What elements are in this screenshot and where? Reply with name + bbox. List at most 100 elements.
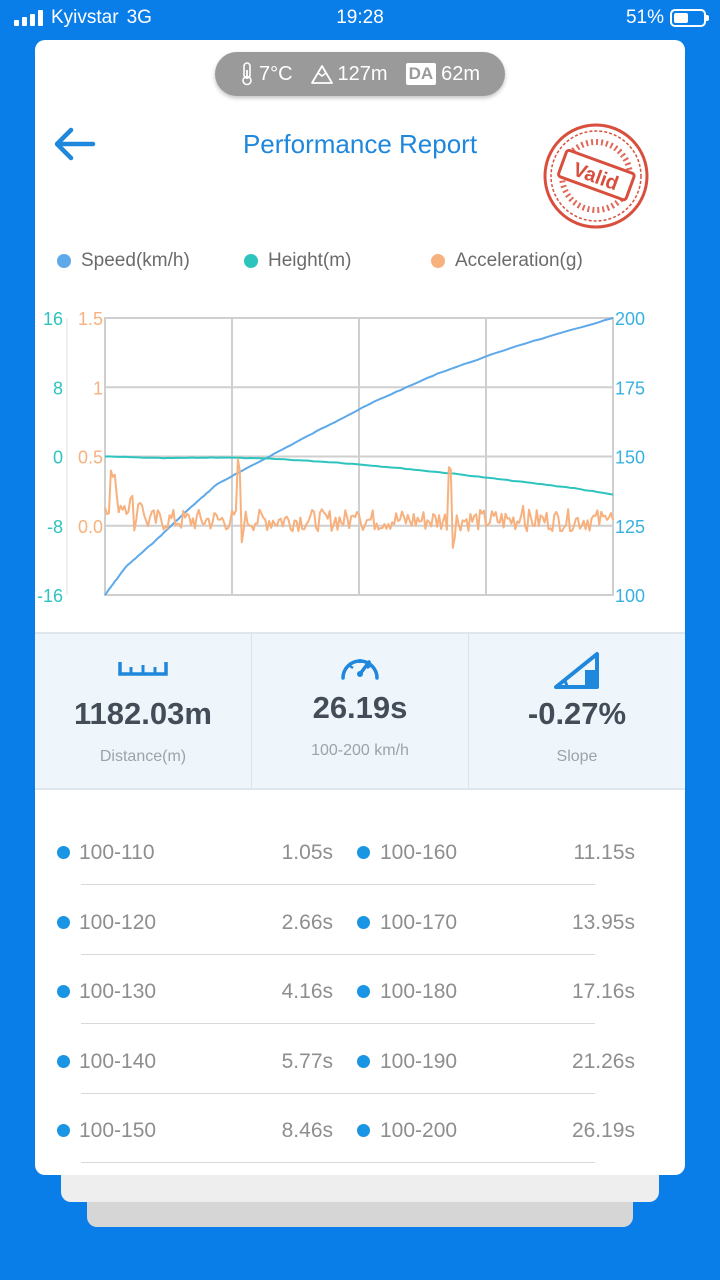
stats-panel: 1182.03m Distance(m) 26.19s 100-200 km/h…	[35, 632, 685, 790]
density-altitude-badge: DA	[405, 63, 437, 85]
bullet-icon	[357, 915, 370, 929]
bullet-icon	[57, 985, 70, 998]
split-row: 100-140 5.77s 100-190 21.26s	[35, 1019, 685, 1094]
altitude: 127m	[310, 62, 388, 86]
bullet-icon	[357, 985, 370, 998]
legend-dot	[57, 254, 71, 268]
split-range: 100-110	[79, 841, 155, 864]
status-bar: Kyivstar 3G 19:28 51%	[0, 0, 720, 36]
split-time: 13.95s	[571, 910, 635, 934]
tick-label-height_left: -8	[47, 517, 63, 537]
carrier-name: Kyivstar	[51, 7, 119, 28]
split-item: 100-140 5.77s	[35, 1019, 685, 1089]
legend-acceleration[interactable]: Acceleration(g)	[431, 250, 583, 272]
stat-label: Slope	[556, 748, 598, 765]
row-divider	[81, 1023, 595, 1024]
battery-percent: 51%	[625, 7, 664, 28]
stat-value: 26.19s	[312, 690, 408, 725]
row-divider	[81, 1162, 595, 1163]
bullet-icon	[57, 915, 70, 929]
bullet-icon	[57, 1124, 70, 1137]
series-line-2	[104, 458, 614, 549]
speedometer-icon	[341, 659, 379, 680]
bullet-icon	[57, 1054, 70, 1068]
mountain-icon	[310, 65, 333, 84]
legend-label: Height(m)	[268, 250, 352, 271]
split-range: 100-180	[380, 980, 458, 1003]
split-time: 17.16s	[571, 980, 635, 1003]
legend-dot	[431, 254, 445, 268]
stat-label: Distance(m)	[99, 748, 187, 765]
split-item: 100-190 21.26s	[35, 1019, 685, 1089]
row-divider	[81, 1092, 595, 1094]
split-time: 4.16s	[281, 980, 333, 1003]
split-range: 100-190	[380, 1049, 458, 1073]
density-altitude-value: 62m	[441, 62, 481, 85]
carrier-group: Kyivstar 3G	[14, 7, 152, 29]
split-item: 100-200 26.19s	[35, 1088, 685, 1158]
chart-axis-ticks: 16 8 0 -8 -16 1.5 1 0.5 0.0 200 175 150 125 100	[37, 309, 645, 602]
battery-icon	[670, 9, 709, 27]
split-row: 100-150 8.46s 100-200 26.19s	[35, 1088, 685, 1163]
split-range: 100-120	[79, 910, 157, 934]
chart-grid	[66, 317, 614, 596]
split-time: 11.15s	[573, 841, 636, 864]
split-item: 100-130 4.16s	[35, 949, 685, 1019]
split-time: 5.77s	[281, 1049, 333, 1073]
density-altitude: DA 62m	[405, 62, 481, 86]
bullet-icon	[357, 1054, 370, 1068]
split-time: 21.26s	[571, 1049, 635, 1073]
temperature: 7°C	[240, 62, 293, 86]
tick-label-height_left: -16	[37, 586, 63, 602]
signal-icon	[14, 10, 43, 26]
split-time: 1.05s	[281, 841, 333, 864]
performance-chart: 16 8 0 -8 -16 1.5 1 0.5 0.0 200 175 150 125 100	[37, 309, 645, 602]
bullet-icon	[357, 1124, 370, 1137]
altitude-value: 127m	[337, 62, 388, 85]
stat-time: 26.19s 100-200 km/h	[252, 634, 469, 788]
legend-dot	[244, 254, 258, 268]
split-item: 100-160 11.15s	[35, 810, 685, 880]
split-item: 100-180 17.16s	[35, 949, 685, 1019]
stat-distance: 1182.03m Distance(m)	[35, 634, 252, 788]
conditions-pill: 7°C 127m DA 62m	[215, 52, 505, 96]
split-row: 100-120 2.66s 100-170 13.95s	[35, 880, 685, 955]
split-item: 100-110 1.05s	[35, 810, 685, 880]
split-item: 100-170 13.95s	[35, 880, 685, 950]
bullet-icon	[357, 846, 370, 859]
battery-group: 51%	[625, 7, 709, 29]
stat-value: -0.27%	[527, 696, 627, 731]
split-range: 100-150	[79, 1119, 157, 1142]
tick-label-height_left: 8	[53, 378, 63, 398]
split-row: 100-110 1.05s 100-160 11.15s	[35, 810, 685, 885]
stat-value: 1182.03m	[74, 696, 212, 731]
chart-legend: Speed(km/h) Height(m) Acceleration(g)	[35, 250, 685, 276]
battery-fill	[674, 13, 689, 23]
bullet-icon	[57, 846, 70, 859]
clock: 19:28	[336, 7, 384, 28]
report-card: 7°C 127m DA 62m Performance Report Valid	[35, 40, 685, 1175]
split-range: 100-140	[79, 1049, 157, 1073]
ruler-icon	[118, 662, 168, 676]
legend-speed[interactable]: Speed(km/h)	[57, 250, 190, 272]
split-range: 100-200	[380, 1119, 458, 1142]
split-item: 100-150 8.46s	[35, 1088, 685, 1158]
legend-label: Speed(km/h)	[81, 250, 190, 271]
split-row: 100-130 4.16s 100-180 17.16s	[35, 949, 685, 1024]
split-range: 100-170	[380, 910, 458, 934]
tick-label-speed_right: 150	[615, 448, 645, 468]
split-time: 2.66s	[281, 910, 333, 934]
back-button[interactable]	[51, 124, 99, 164]
split-time: 8.46s	[281, 1119, 333, 1142]
temperature-value: 7°C	[258, 62, 293, 85]
network-type: 3G	[126, 7, 152, 28]
row-divider	[81, 953, 595, 955]
thermometer-icon	[242, 62, 252, 86]
tick-label-accel_left: 0.5	[78, 448, 103, 468]
split-range: 100-130	[79, 980, 157, 1003]
split-range: 100-160	[380, 841, 458, 864]
legend-height[interactable]: Height(m)	[244, 250, 351, 272]
tick-label-speed_right: 200	[615, 309, 645, 329]
tick-label-speed_right: 175	[615, 378, 645, 398]
arrow-left-icon	[54, 127, 96, 161]
